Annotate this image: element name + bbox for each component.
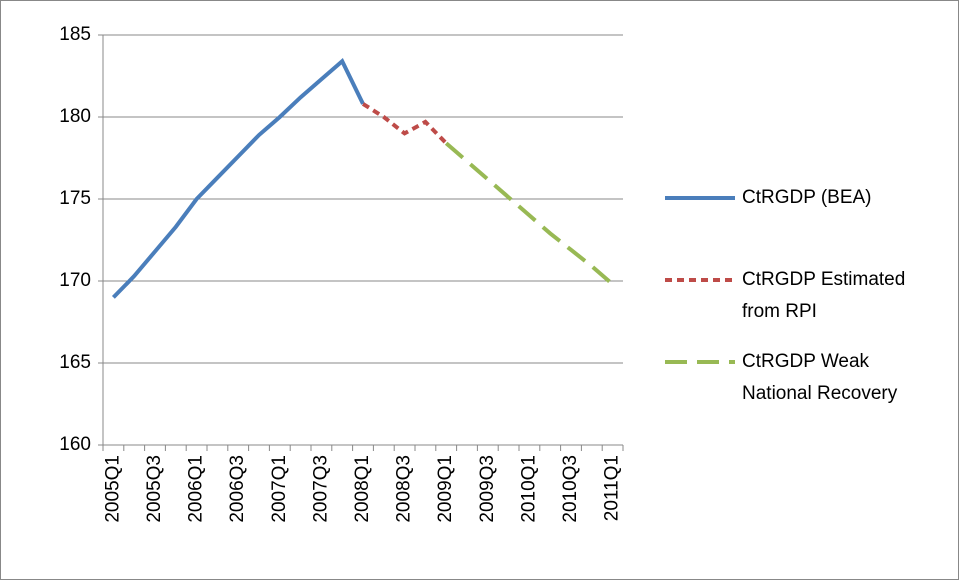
x-tick-label: 2009Q1 — [435, 455, 456, 523]
x-tick-label: 2007Q1 — [269, 455, 290, 523]
x-tick-label: 2011Q1 — [602, 455, 623, 521]
y-tick-label: 175 — [59, 188, 91, 209]
x-tick-label: 2008Q3 — [394, 455, 415, 523]
x-tick-label: 2006Q3 — [227, 455, 248, 523]
x-tick-label: 2009Q3 — [477, 455, 498, 523]
series-line — [361, 102, 448, 145]
series-line — [444, 141, 614, 286]
legend-label: CtRGDP (BEA) — [742, 187, 872, 208]
series-line — [111, 58, 365, 299]
x-tick-label: 2005Q3 — [144, 455, 165, 523]
x-tick-label: 2005Q1 — [102, 455, 123, 523]
x-tick-label: 2006Q1 — [186, 455, 207, 523]
y-tick-label: 160 — [59, 434, 91, 455]
x-tick-label: 2007Q3 — [310, 455, 331, 523]
y-tick-label: 165 — [59, 352, 91, 373]
x-tick-label: 2010Q3 — [560, 455, 581, 523]
y-tick-label: 180 — [59, 106, 91, 127]
y-tick-label: 170 — [59, 270, 91, 291]
legend-label: CtRGDP Weak National Recovery — [742, 351, 898, 404]
y-tick-label: 185 — [59, 24, 91, 45]
legend-label: CtRGDP Estimated from RPI — [742, 269, 905, 322]
x-tick-label: 2008Q1 — [352, 455, 373, 523]
x-tick-label: 2010Q1 — [518, 455, 539, 523]
